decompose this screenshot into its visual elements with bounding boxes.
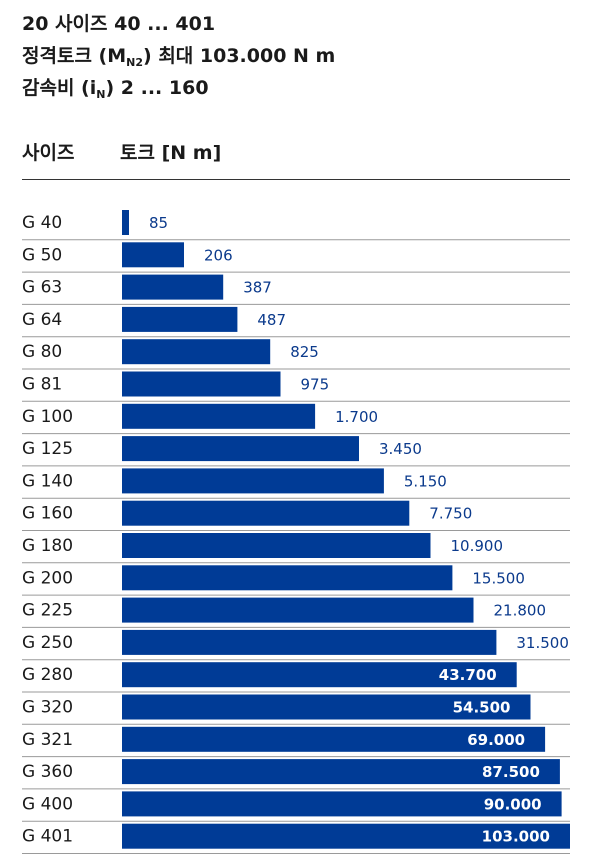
value-label: 1.700 — [335, 408, 378, 426]
bar — [122, 565, 453, 591]
bar — [122, 597, 474, 623]
bar-row: G 100 1.700 — [22, 403, 570, 435]
bar-row: G 140 5.150 — [22, 468, 570, 499]
value-label: 43.700 — [439, 666, 497, 684]
bar — [122, 306, 238, 332]
value-label: 69.000 — [467, 731, 525, 749]
bar-row: G 401 103.000 — [22, 823, 570, 854]
header-ratio-post: ) 2 ... 160 — [105, 77, 209, 99]
bar — [122, 694, 531, 720]
bar-row: G 40 85 — [22, 210, 570, 241]
bar — [122, 759, 560, 785]
row-label: G 64 — [22, 310, 62, 330]
row-label: G 140 — [22, 471, 73, 491]
row-label: G 50 — [22, 245, 62, 265]
header-torque-post: ) 최대 103.000 N m — [143, 45, 336, 67]
value-label: 90.000 — [484, 795, 542, 813]
bar — [122, 629, 497, 655]
value-label: 387 — [243, 279, 272, 297]
header-ratio: 감속비 (iN) 2 ... 160 — [22, 72, 335, 104]
bar-row: G 125 3.450 — [22, 436, 570, 467]
row-label: G 63 — [22, 278, 62, 298]
value-label: 3.450 — [379, 440, 422, 458]
value-label: 206 — [204, 246, 233, 264]
bar — [122, 823, 570, 849]
value-label: 5.150 — [404, 472, 447, 490]
row-label: G 200 — [22, 568, 73, 588]
bar — [122, 726, 546, 752]
bar — [122, 468, 384, 494]
value-label: 85 — [149, 214, 168, 232]
bar — [122, 791, 562, 817]
header-torque: 정격토크 (MN2) 최대 103.000 N m — [22, 40, 335, 72]
row-label: G 180 — [22, 536, 73, 556]
bar-row: G 180 10.900 — [22, 533, 570, 564]
row-label: G 360 — [22, 762, 73, 782]
row-label: G 250 — [22, 633, 73, 653]
bar-row: G 80 825 — [22, 339, 570, 370]
bar-row: G 320 54.500 — [22, 694, 570, 725]
row-label: G 100 — [22, 407, 73, 427]
header-ratio-sub: N — [96, 88, 106, 101]
value-label: 54.500 — [453, 699, 511, 717]
bar — [122, 242, 184, 268]
bar — [122, 403, 316, 429]
row-label: G 400 — [22, 794, 73, 814]
bar-row: G 81 975 — [22, 371, 570, 402]
bar — [122, 339, 271, 365]
bar-row: G 50 206 — [22, 242, 570, 273]
value-label: 87.500 — [482, 763, 540, 781]
bar-row: G 360 87.500 — [22, 759, 570, 790]
row-label: G 160 — [22, 504, 73, 524]
bar-row: G 200 15.500 — [22, 565, 570, 596]
bar — [122, 436, 359, 462]
bar-row: G 250 31.500 — [22, 629, 570, 661]
column-header-size: 사이즈 — [22, 142, 75, 164]
bar-row: G 321 69.000 — [22, 726, 570, 758]
bar — [122, 210, 129, 235]
row-label: G 40 — [22, 213, 62, 233]
bar-row: G 225 21.800 — [22, 597, 570, 628]
header-sizes-text: 20 사이즈 40 ... 401 — [22, 13, 216, 35]
bar — [122, 274, 224, 300]
bar-row: G 160 7.750 — [22, 500, 570, 531]
bar-row: G 64 487 — [22, 306, 570, 338]
row-label: G 280 — [22, 665, 73, 685]
row-label: G 225 — [22, 601, 73, 621]
row-label: G 321 — [22, 730, 73, 750]
header-torque-pre: 정격토크 (M — [22, 45, 127, 67]
value-label: 487 — [257, 311, 286, 329]
header: 20 사이즈 40 ... 401 정격토크 (MN2) 최대 103.000 … — [22, 8, 335, 104]
header-sizes: 20 사이즈 40 ... 401 — [22, 8, 335, 40]
row-label: G 80 — [22, 342, 62, 362]
value-label: 21.800 — [494, 602, 547, 620]
bar — [122, 662, 517, 688]
row-label: G 81 — [22, 375, 62, 395]
bar — [122, 533, 431, 558]
row-label: G 320 — [22, 698, 73, 718]
value-label: 7.750 — [429, 505, 472, 523]
row-label: G 125 — [22, 439, 73, 459]
value-label: 10.900 — [451, 537, 504, 555]
header-ratio-pre: 감속비 (i — [22, 77, 97, 99]
header-rule — [22, 179, 570, 180]
value-label: 975 — [301, 376, 330, 394]
header-torque-sub: N2 — [126, 56, 144, 69]
bar-row: G 280 43.700 — [22, 662, 570, 693]
bar — [122, 500, 410, 526]
value-label: 103.000 — [482, 828, 550, 846]
bar-row: G 400 90.000 — [22, 791, 570, 822]
row-label: G 401 — [22, 827, 73, 847]
value-label: 825 — [290, 343, 319, 361]
bar — [122, 371, 281, 397]
bar-row: G 63 387 — [22, 274, 570, 305]
value-label: 15.500 — [472, 569, 525, 587]
column-header-torque: 토크 [N m] — [120, 142, 222, 164]
value-label: 31.500 — [516, 634, 569, 652]
